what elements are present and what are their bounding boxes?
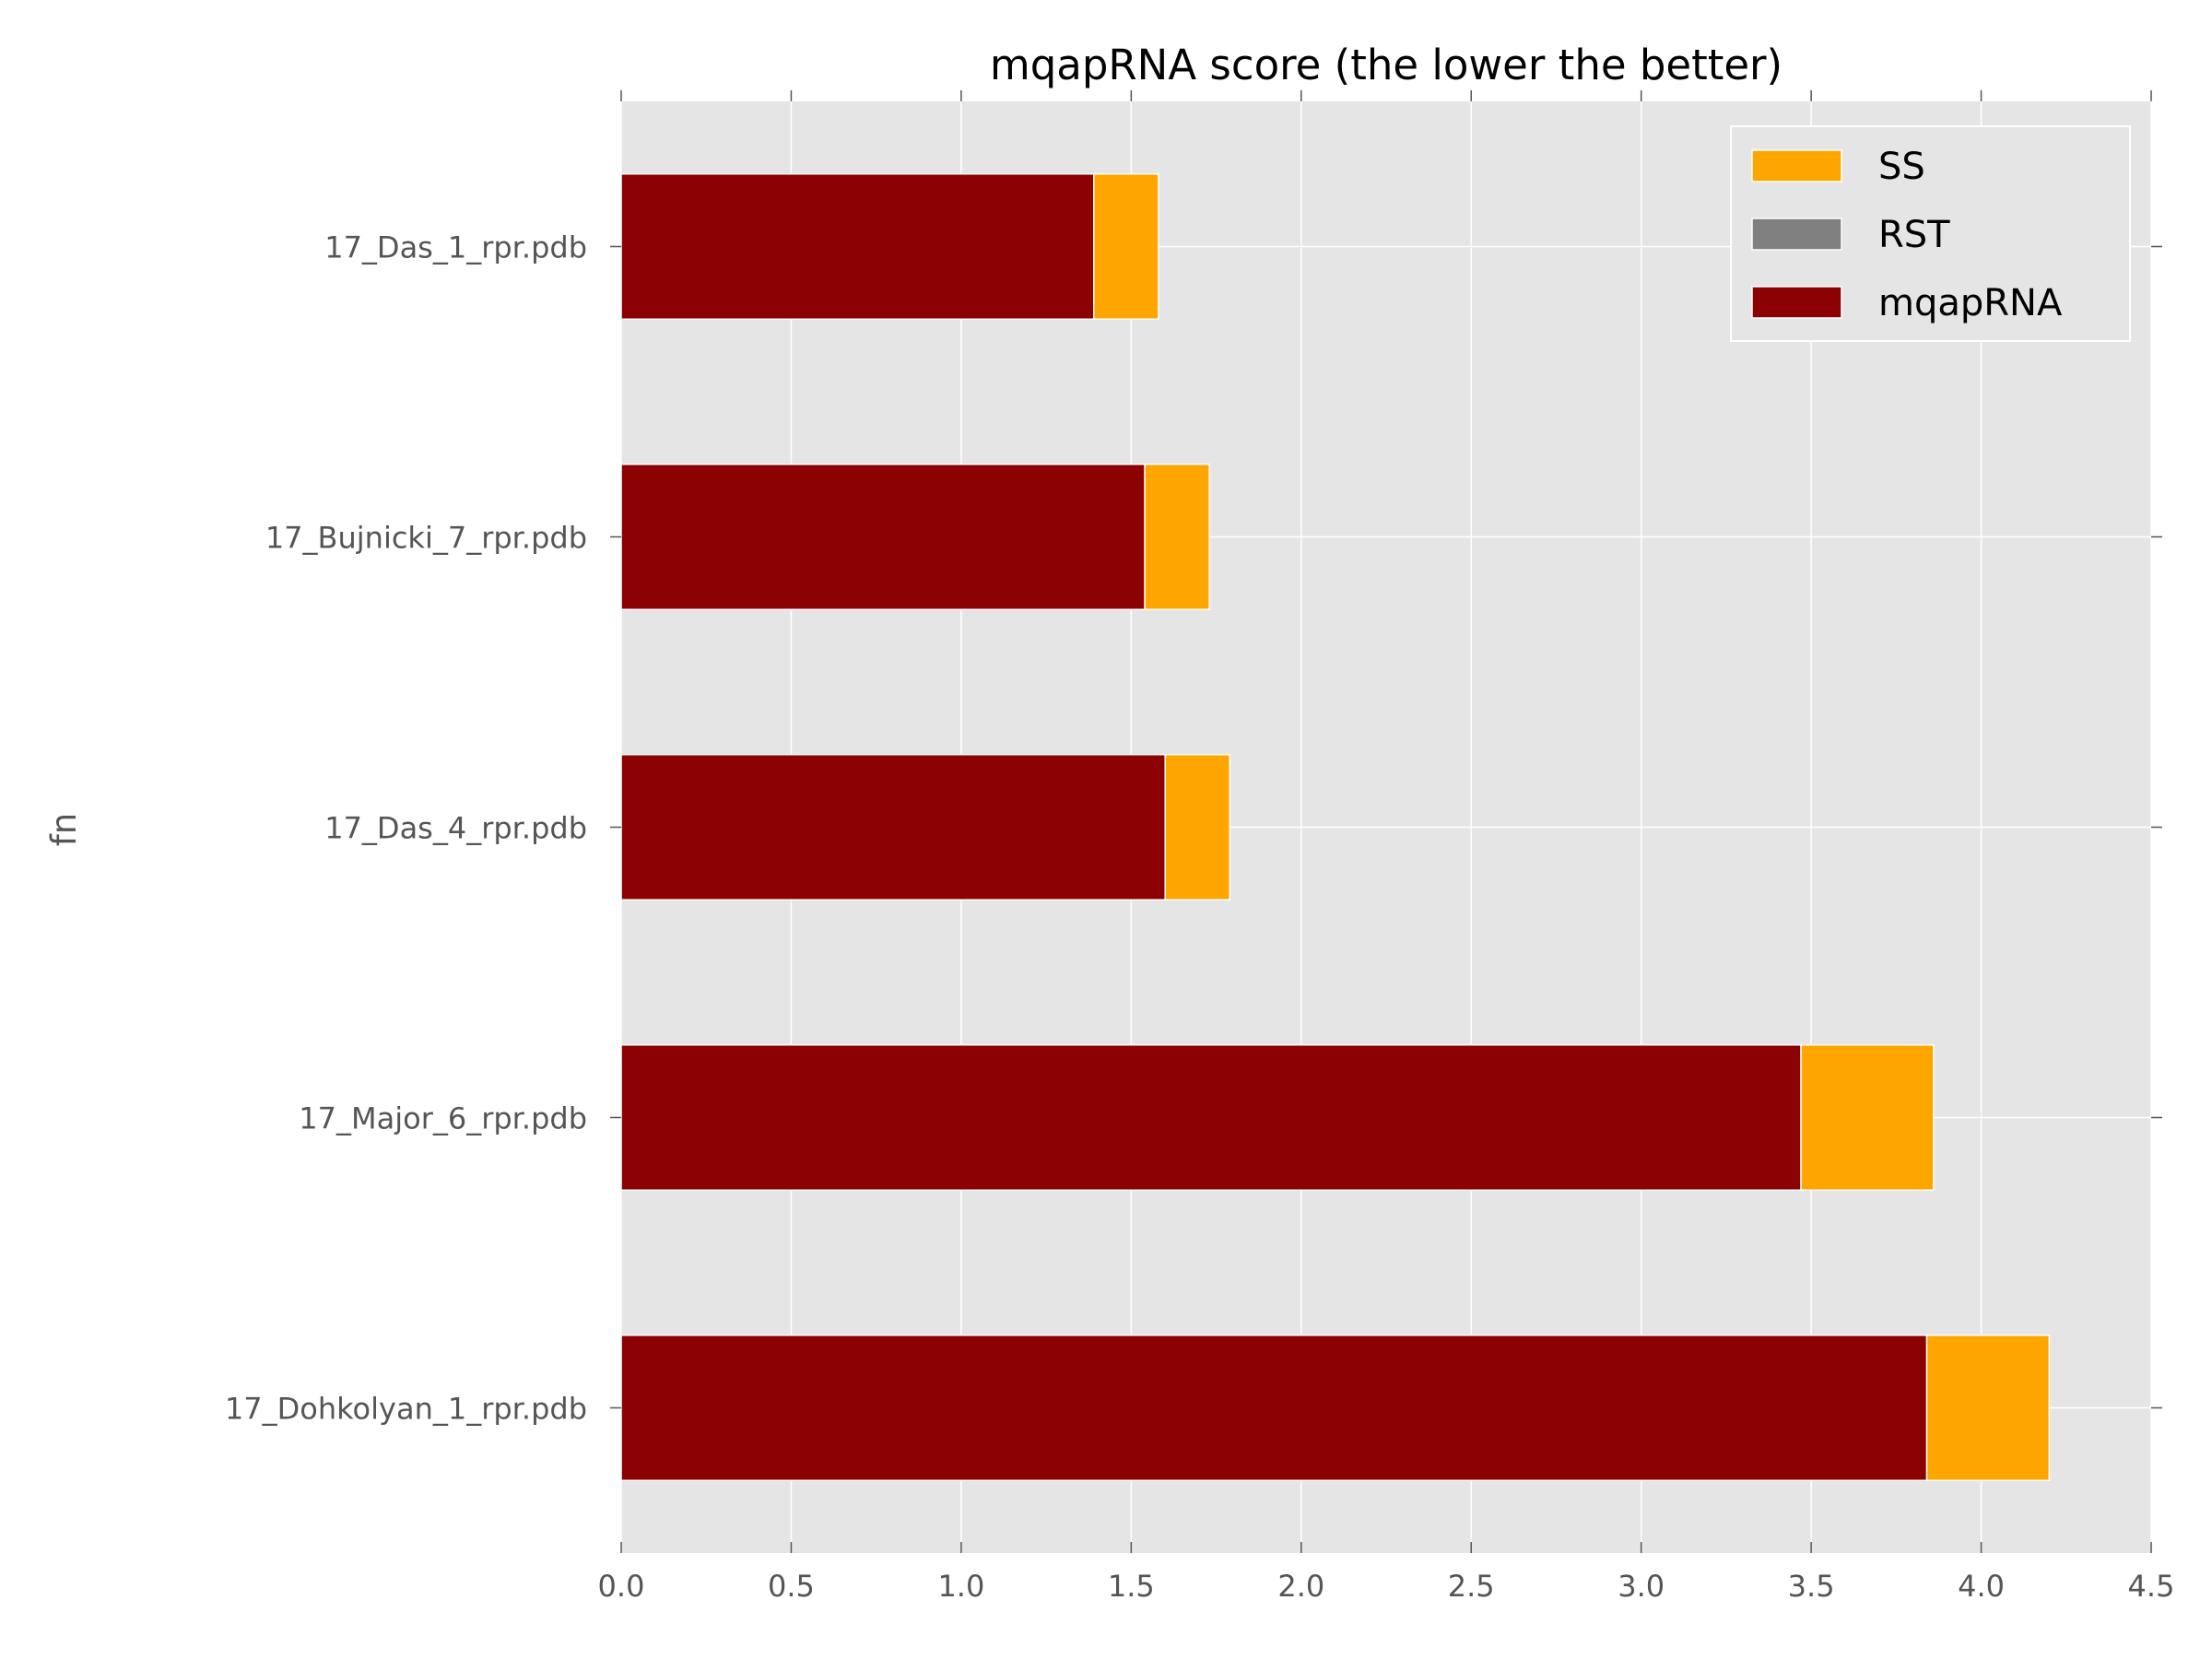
bar-ss-17_Dohkolyan_1_rpr.pdb xyxy=(1925,1335,2051,1481)
bar-ss-17_Major_6_rpr.pdb xyxy=(1800,1044,1935,1191)
y-category-label: 17_Major_6_rpr.pdb xyxy=(299,1101,587,1136)
bar-ss-17_Bujnicki_7_rpr.pdb xyxy=(1144,464,1210,610)
x-tick-label: 1.5 xyxy=(1108,1569,1155,1604)
bar-mqaprna-17_Das_1_rpr.pdb xyxy=(620,173,1095,320)
bar-mqaprna-17_Das_4_rpr.pdb xyxy=(620,754,1166,900)
bars xyxy=(620,173,2051,1481)
bar-ss-17_Das_1_rpr.pdb xyxy=(1093,173,1159,320)
legend-label-ss: SS xyxy=(1878,146,1925,188)
ticks: 0.0 0.5 1.0 1.5 2.0 2.5 3.0 3.5 4.0 4.5 17_Das_1_r… xyxy=(225,90,2175,1604)
legend-swatch-ss xyxy=(1751,149,1842,182)
y-category-label: 17_Das_4_rpr.pdb xyxy=(324,811,587,846)
bar-mqaprna-17_Dohkolyan_1_rpr.pdb xyxy=(620,1335,1928,1481)
x-tick-label: 1.0 xyxy=(937,1569,984,1604)
legend-label-mqaprna: mqapRNA xyxy=(1878,282,2063,324)
legend-swatch-mqaprna xyxy=(1751,286,1842,319)
bar-mqaprna-17_Major_6_rpr.pdb xyxy=(620,1044,1802,1191)
x-tick-label: 2.5 xyxy=(1448,1569,1495,1604)
x-tick-label: 4.0 xyxy=(1958,1569,2005,1604)
bar-ss-17_Das_4_rpr.pdb xyxy=(1164,754,1231,900)
y-axis-label: fn xyxy=(44,813,84,846)
legend-label-rst: RST xyxy=(1878,214,1950,256)
x-tick-label: 3.5 xyxy=(1788,1569,1835,1604)
x-tick-label: 4.5 xyxy=(2128,1569,2175,1604)
legend-swatch-rst xyxy=(1751,218,1842,251)
bar-mqaprna-17_Bujnicki_7_rpr.pdb xyxy=(620,464,1146,610)
y-category-label: 17_Bujnicki_7_rpr.pdb xyxy=(265,521,587,556)
chart-title: mqapRNA score (the lower the better) xyxy=(990,41,1783,89)
x-tick-label: 0.0 xyxy=(598,1569,645,1604)
y-category-label: 17_Dohkolyan_1_rpr.pdb xyxy=(225,1392,587,1427)
y-category-label: 17_Das_1_rpr.pdb xyxy=(324,230,587,265)
x-tick-label: 0.5 xyxy=(768,1569,815,1604)
legend: SS RST mqapRNA xyxy=(1730,125,2131,342)
x-tick-label: 2.0 xyxy=(1277,1569,1324,1604)
x-tick-label: 3.0 xyxy=(1618,1569,1665,1604)
